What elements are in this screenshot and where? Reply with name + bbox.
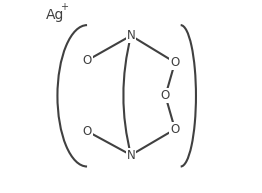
Text: O: O (83, 125, 92, 138)
Text: N: N (127, 29, 135, 42)
Text: N: N (127, 149, 135, 162)
Text: O: O (83, 54, 92, 67)
Text: O: O (170, 56, 179, 69)
Text: Ag: Ag (46, 8, 64, 22)
Text: O: O (161, 89, 170, 102)
Text: O: O (170, 123, 179, 136)
Text: +: + (60, 2, 68, 12)
